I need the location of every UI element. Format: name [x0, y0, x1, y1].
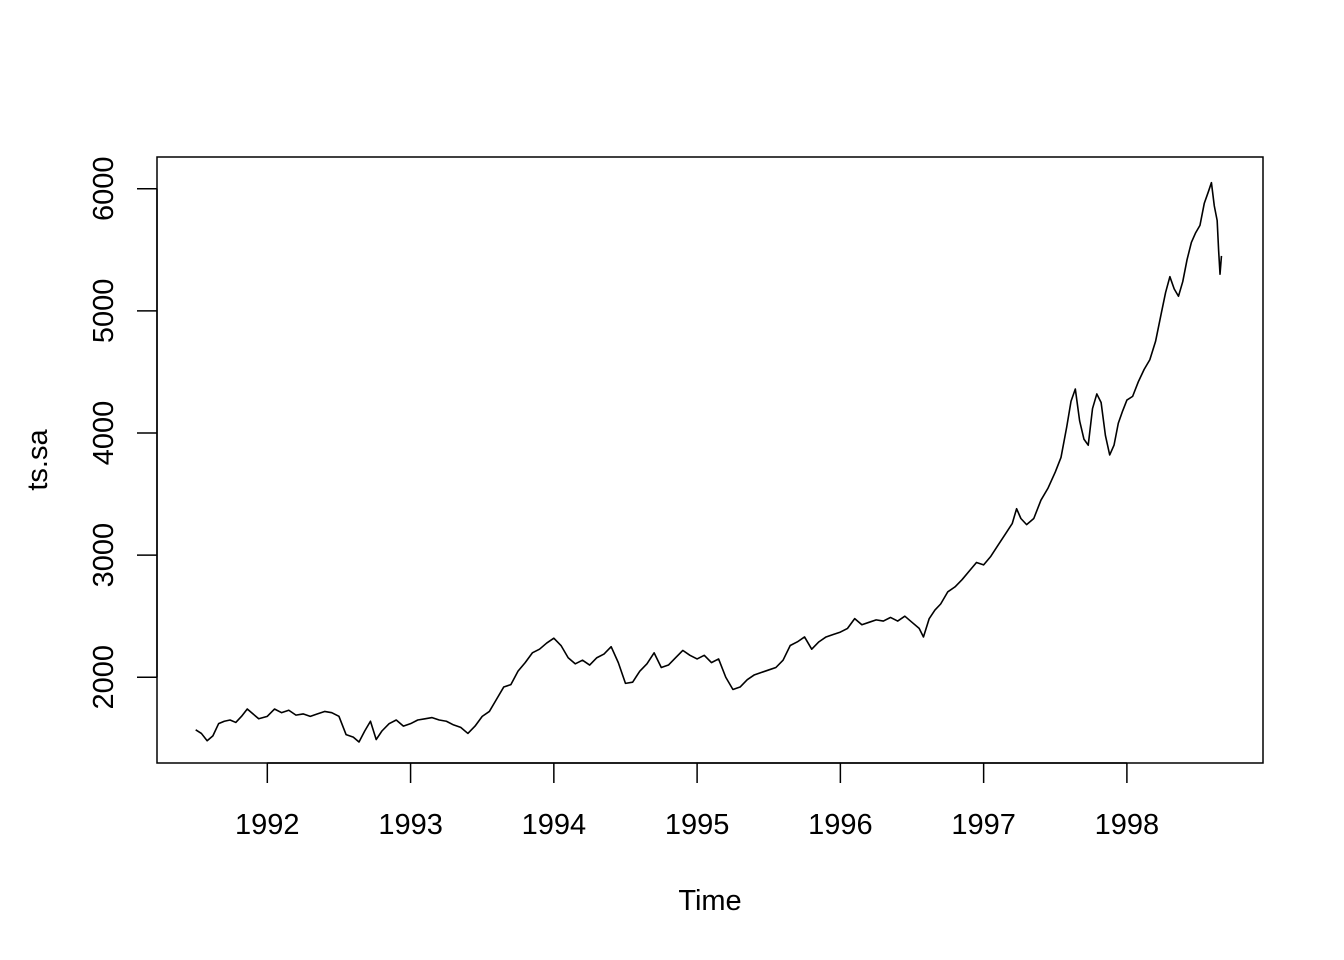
- x-tick-label: 1998: [1095, 809, 1160, 841]
- x-tick-label: 1996: [808, 809, 873, 841]
- x-tick-label: 1993: [378, 809, 443, 841]
- x-axis-title: Time: [678, 885, 741, 917]
- y-tick-label: 3000: [88, 523, 120, 588]
- x-tick-label: 1997: [951, 809, 1016, 841]
- x-tick-label: 1995: [665, 809, 730, 841]
- x-tick-label: 1992: [235, 809, 300, 841]
- y-axis-title: ts.sa: [22, 429, 54, 491]
- y-tick-label: 4000: [88, 401, 120, 466]
- series-layer: [195, 181, 1223, 743]
- x-tick-label: 1994: [522, 809, 587, 841]
- y-axis: 2000 3000 4000 5000 6000: [88, 156, 158, 710]
- series-line: [195, 181, 1223, 743]
- y-tick-label: 2000: [88, 645, 120, 710]
- plot-frame: [156, 156, 1264, 764]
- y-tick-label: 6000: [88, 156, 120, 221]
- x-axis: 1992 1993 1994 1995 1996 1997 1998: [235, 762, 1160, 841]
- y-tick-label: 5000: [88, 279, 120, 344]
